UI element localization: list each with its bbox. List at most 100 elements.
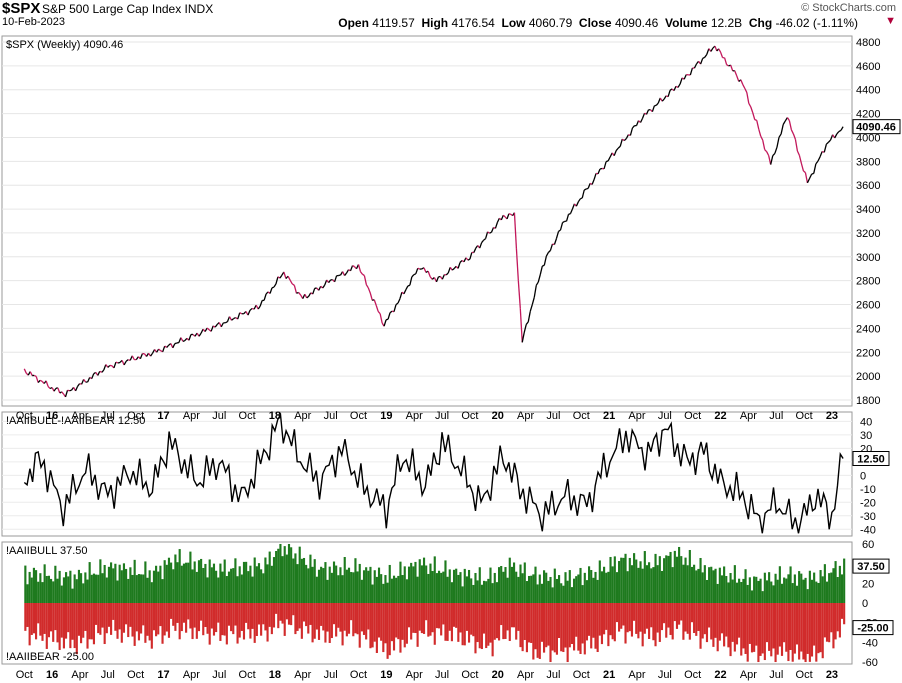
y-tick-label: 4400 — [856, 85, 880, 97]
bear-bar — [302, 603, 306, 622]
bear-bar — [774, 603, 777, 663]
bull-bar — [206, 577, 209, 603]
price-bar — [555, 231, 560, 239]
bull-bar — [470, 578, 473, 603]
x-tick-label: Apr — [71, 410, 88, 422]
bear-bar — [596, 603, 599, 653]
bull-bar — [506, 577, 509, 603]
bear-bar — [527, 603, 531, 643]
price-bar — [559, 222, 564, 231]
bear-bar — [611, 603, 614, 640]
bull-bar — [555, 578, 559, 603]
bull-bar — [558, 575, 561, 603]
bull-bar — [255, 566, 258, 603]
bull-bar — [37, 581, 40, 603]
price-bar — [212, 325, 216, 328]
x-tick-label: Jul — [212, 669, 226, 681]
bull-bar — [369, 566, 372, 603]
bull-bar — [665, 555, 668, 603]
price-bar — [645, 109, 650, 115]
price-bar — [718, 48, 722, 53]
bear-bar — [671, 603, 674, 640]
price-bar — [539, 266, 543, 275]
bull-bar — [650, 568, 653, 603]
bull-bar — [41, 582, 44, 603]
price-bar — [204, 327, 208, 332]
bull-bar — [112, 568, 115, 603]
bear-bar — [275, 603, 278, 614]
bear-bar — [802, 603, 805, 660]
symbol[interactable]: $SPX — [2, 0, 41, 17]
bull-bar — [264, 557, 267, 603]
bull-bar — [442, 571, 445, 603]
bear-bar — [380, 603, 383, 641]
bear-bar — [182, 603, 186, 623]
bull-bar — [375, 576, 378, 603]
bear-bar — [114, 603, 117, 631]
bull-bar — [536, 584, 539, 603]
bull-bar — [465, 576, 468, 603]
bear-bar — [260, 603, 263, 636]
bull-bar — [785, 578, 788, 603]
price-bar — [259, 300, 263, 307]
bull-bar — [568, 570, 571, 603]
bear-bar — [476, 603, 479, 643]
bull-bar — [217, 577, 220, 603]
bear-bar — [356, 603, 359, 635]
price-bar — [344, 272, 348, 276]
bear-bar — [588, 603, 591, 636]
bull-bar — [772, 585, 775, 603]
bull-bar — [656, 565, 659, 603]
bull-bar — [748, 577, 751, 603]
bull-bar — [500, 565, 503, 603]
bull-bar — [60, 585, 63, 603]
x-tick-label: 21 — [603, 410, 615, 422]
bull-bar — [780, 583, 784, 603]
bear-bar — [795, 603, 799, 645]
price-bar — [587, 183, 591, 189]
price-bar — [77, 383, 81, 387]
bear-bar — [731, 603, 734, 642]
bull-bar — [774, 573, 777, 603]
bear-bar — [521, 603, 524, 652]
price-bar — [139, 353, 144, 359]
open-label: Open — [338, 16, 369, 30]
x-tick-label: 16 — [46, 669, 58, 681]
panel-title-bull: !AAIIBULL 37.50 — [6, 545, 88, 557]
bull-bar — [315, 576, 318, 603]
bull-bar — [80, 573, 83, 603]
price-bar — [369, 292, 373, 301]
x-tick-label: Oct — [16, 669, 33, 681]
price-bar — [527, 311, 531, 322]
bull-bar — [238, 566, 241, 603]
bull-bar — [725, 576, 728, 603]
bear-bar — [515, 603, 518, 640]
bull-bar — [478, 567, 481, 603]
price-bar — [568, 212, 571, 215]
bull-bar — [735, 582, 739, 603]
chart-canvas[interactable]: 4800460044004200400038003600340032003000… — [0, 30, 902, 683]
bear-bar — [298, 603, 301, 629]
price-bar — [806, 178, 811, 184]
x-tick-label: Apr — [183, 410, 200, 422]
bull-bar — [605, 572, 608, 603]
price-bar — [47, 386, 51, 390]
bear-bar — [562, 603, 565, 653]
bear-bar — [770, 603, 773, 657]
bull-bar — [137, 574, 141, 603]
bear-bar — [425, 603, 428, 621]
x-tick-label: Oct — [127, 410, 144, 422]
price-bar — [107, 364, 111, 368]
bull-bar — [73, 574, 76, 603]
price-bar — [661, 98, 665, 102]
bull-bar — [609, 556, 612, 603]
bear-bar — [603, 603, 606, 635]
price-bar — [225, 321, 228, 324]
bull-bar — [695, 570, 698, 603]
bull-bar — [395, 577, 398, 603]
bear-bar — [765, 603, 769, 643]
bull-bar — [480, 584, 483, 603]
price-bar — [525, 321, 529, 325]
x-tick-label: 17 — [157, 669, 169, 681]
bull-bar — [596, 579, 599, 603]
